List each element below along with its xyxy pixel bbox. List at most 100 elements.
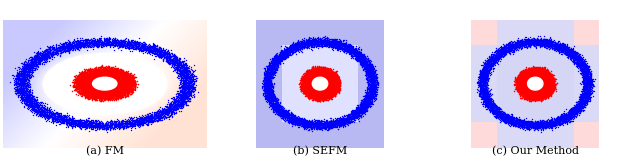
Point bbox=[329, 73, 339, 76]
Point bbox=[312, 75, 323, 77]
Point bbox=[298, 126, 308, 128]
Point bbox=[499, 116, 509, 119]
Point bbox=[311, 128, 321, 131]
Point bbox=[511, 45, 521, 48]
Point bbox=[536, 94, 547, 96]
Point bbox=[331, 78, 341, 81]
Point bbox=[537, 66, 547, 69]
Point bbox=[64, 42, 74, 45]
Point bbox=[273, 57, 283, 60]
Point bbox=[312, 73, 322, 76]
Point bbox=[91, 98, 101, 100]
Point bbox=[314, 124, 324, 127]
Point bbox=[521, 42, 531, 44]
Point bbox=[92, 68, 102, 71]
Point bbox=[525, 68, 536, 71]
Point bbox=[318, 69, 328, 71]
Point bbox=[312, 67, 322, 69]
Point bbox=[22, 95, 33, 98]
Point bbox=[116, 69, 127, 72]
Point bbox=[535, 95, 545, 97]
Point bbox=[92, 124, 102, 127]
Point bbox=[581, 85, 591, 88]
Point bbox=[276, 109, 287, 111]
Point bbox=[111, 125, 121, 127]
Point bbox=[305, 120, 315, 123]
Point bbox=[576, 108, 586, 111]
Point bbox=[328, 77, 338, 80]
Point bbox=[291, 121, 301, 124]
Point bbox=[311, 125, 321, 127]
Point bbox=[116, 41, 126, 44]
Point bbox=[523, 126, 533, 129]
Point bbox=[580, 78, 591, 80]
Point bbox=[281, 51, 291, 54]
Point bbox=[520, 90, 530, 93]
Point bbox=[533, 122, 543, 125]
Point bbox=[89, 88, 99, 90]
Point bbox=[489, 106, 499, 108]
Point bbox=[554, 118, 564, 121]
Point bbox=[314, 74, 324, 76]
Point bbox=[524, 80, 534, 83]
Point bbox=[487, 60, 497, 63]
Point bbox=[534, 70, 544, 72]
Point bbox=[13, 85, 23, 88]
Point bbox=[527, 41, 537, 44]
Point bbox=[363, 98, 373, 100]
Point bbox=[519, 89, 529, 92]
Point bbox=[341, 46, 351, 49]
Point bbox=[88, 75, 98, 78]
Point bbox=[178, 81, 188, 83]
Point bbox=[147, 121, 157, 123]
Point bbox=[489, 107, 499, 109]
Point bbox=[529, 97, 539, 100]
Point bbox=[96, 74, 106, 77]
Point bbox=[148, 43, 159, 46]
Point bbox=[331, 45, 341, 48]
Point bbox=[563, 111, 573, 113]
Point bbox=[328, 72, 338, 74]
Point bbox=[336, 120, 346, 122]
Point bbox=[546, 122, 556, 124]
Point bbox=[42, 51, 52, 54]
Point bbox=[488, 58, 499, 61]
Point bbox=[266, 62, 276, 64]
Point bbox=[524, 44, 534, 47]
Point bbox=[488, 106, 499, 109]
Point bbox=[305, 86, 315, 89]
Point bbox=[543, 77, 554, 80]
Point bbox=[77, 118, 88, 121]
Point bbox=[115, 79, 125, 82]
Point bbox=[330, 81, 340, 83]
Point bbox=[513, 83, 523, 86]
Point bbox=[303, 95, 314, 97]
Point bbox=[526, 121, 536, 124]
Point bbox=[578, 83, 588, 86]
Point bbox=[79, 89, 89, 91]
Point bbox=[548, 80, 559, 82]
Point bbox=[480, 69, 490, 72]
Point bbox=[332, 46, 342, 49]
Point bbox=[109, 91, 119, 93]
Point bbox=[116, 82, 127, 84]
Point bbox=[485, 100, 495, 103]
Point bbox=[124, 76, 134, 79]
Point bbox=[335, 123, 345, 126]
Point bbox=[303, 78, 314, 81]
Point bbox=[187, 75, 197, 78]
Point bbox=[361, 69, 371, 72]
Point bbox=[538, 94, 548, 97]
Point bbox=[279, 57, 289, 60]
Point bbox=[484, 109, 494, 111]
Point bbox=[544, 42, 554, 44]
Point bbox=[572, 56, 582, 59]
Point bbox=[362, 59, 372, 62]
Point bbox=[481, 85, 491, 87]
Point bbox=[333, 118, 344, 121]
Point bbox=[537, 41, 547, 43]
Point bbox=[328, 120, 339, 123]
Point bbox=[326, 75, 337, 78]
Point bbox=[118, 74, 128, 76]
Point bbox=[358, 110, 368, 113]
